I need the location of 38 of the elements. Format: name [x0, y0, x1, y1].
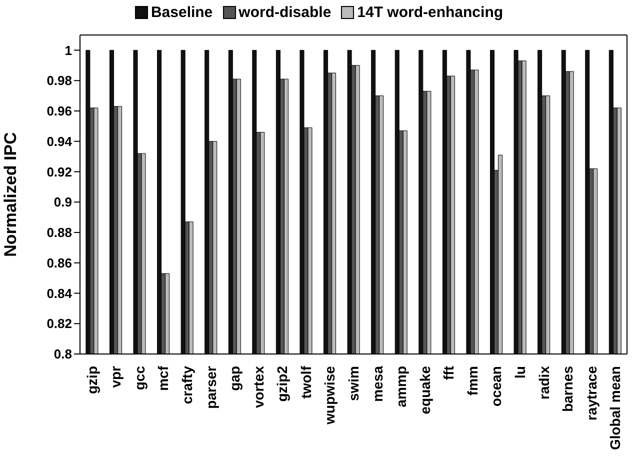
y-tick-label: 0.84 [46, 286, 73, 301]
x-tick-label: fft [440, 366, 457, 380]
y-tick-label: 0.92 [46, 164, 72, 180]
y-tick-label: 0.94 [46, 134, 73, 149]
y-tick-label: 0.86 [46, 255, 72, 270]
x-tick-label: vortex [250, 366, 266, 408]
x-tick-label: equake [416, 366, 433, 414]
x-tick-label: gzip [84, 366, 100, 394]
x-tick-label: twolf [298, 366, 314, 399]
legend-label: 14T word-enhancing [357, 4, 504, 21]
x-tick-label: Global mean [607, 366, 624, 450]
x-tick-label: gzip2 [274, 366, 290, 402]
x-tick-label: ammp [393, 366, 410, 408]
x-tick-label: mcf [155, 366, 172, 391]
y-axis-title: Normalized IPC [1, 132, 20, 257]
x-tick-label: gcc [131, 366, 148, 390]
y-tick-label: 1 [64, 42, 72, 58]
x-tick-label: wupwise [322, 366, 338, 426]
x-tick-label: raytrace [583, 366, 600, 420]
x-tick-label: crafty [179, 366, 196, 404]
x-tick-label: barnes [560, 366, 576, 412]
y-tick-label: 0.82 [46, 316, 72, 332]
x-tick-label: parser [202, 365, 219, 409]
x-tick-label: radix [536, 366, 552, 400]
x-tick-label: gap [226, 366, 243, 391]
y-tick-label: 0.98 [46, 73, 72, 88]
x-tick-label: ocean [488, 366, 504, 406]
y-tick-label: 0.88 [46, 225, 72, 240]
x-tick-label: vpr [108, 365, 124, 388]
legend-label: Baseline [150, 4, 213, 21]
legend-label: word-disable [238, 4, 332, 21]
y-tick-label: 0.96 [46, 104, 72, 119]
x-tick-label: fmm [464, 366, 480, 396]
x-tick-label: swim [346, 366, 362, 402]
x-tick-label: mesa [369, 366, 386, 402]
y-tick-label: 0.9 [54, 194, 72, 210]
x-tick-label: lu [512, 366, 528, 378]
y-tick-label: 0.8 [54, 346, 72, 362]
